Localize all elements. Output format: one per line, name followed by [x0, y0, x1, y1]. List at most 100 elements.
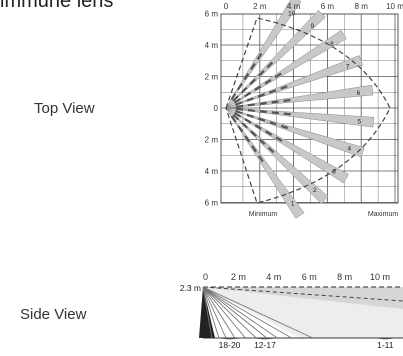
zone-leader: [374, 337, 386, 340]
side-beam: [202, 286, 313, 339]
top-y-tick: 6 m: [205, 199, 219, 208]
side-x-tick: 2 m: [231, 272, 246, 282]
top-y-tick: 2 m: [205, 73, 219, 82]
beam-number: 7: [346, 64, 350, 71]
side-beam: [202, 286, 246, 339]
beam-segment: [233, 98, 241, 104]
coverage-beam: [225, 107, 375, 128]
zone-leader: [252, 337, 265, 340]
top-y-tick: 6 m: [205, 10, 219, 19]
coverage-beam: [225, 84, 374, 109]
beam-segment: [257, 93, 266, 98]
beam-segment: [267, 146, 275, 154]
beam-segment: [265, 130, 273, 136]
beam-segment: [230, 93, 237, 101]
beam-segment: [256, 52, 263, 60]
beam-segment: [241, 122, 248, 129]
beam-segment: [237, 125, 244, 133]
beam-segment: [254, 85, 262, 91]
beam-segment: [275, 136, 283, 142]
beam-number: 4: [347, 145, 351, 152]
beam-number: 9: [310, 23, 314, 30]
beam-segment: [247, 109, 255, 112]
beam-segment: [258, 70, 265, 77]
beam-segment: [259, 110, 267, 114]
top-y-tick: 4 m: [205, 41, 219, 50]
side-beam: [202, 286, 278, 339]
top-beam-line: [202, 286, 403, 302]
beam-segment: [237, 83, 243, 91]
top-x-tick: 2 m: [253, 2, 267, 11]
beam-segment: [254, 124, 262, 130]
side-beam: [202, 286, 257, 339]
beam-number: 2: [313, 187, 317, 194]
zone-leader: [264, 337, 278, 340]
beam-number: 3: [332, 169, 336, 176]
side-view-diagram: 18-20 12-17 1-11 2.3 m0 2 m 4 m 6 m 8 m 10 m: [180, 272, 403, 350]
beam-segment: [280, 124, 289, 130]
side-x-tick: 4 m: [266, 272, 281, 282]
beam-segment: [232, 95, 239, 102]
top-y-tick: 4 m: [205, 167, 219, 176]
side-beam: [202, 286, 227, 339]
zone-label: 18-20: [219, 340, 241, 350]
beam-segment: [249, 78, 257, 85]
beam-segment: [264, 78, 272, 85]
beam-segment: [251, 145, 257, 153]
beam-segment: [268, 89, 277, 94]
side-x-tick: 8 m: [337, 272, 352, 282]
beam-segment: [247, 103, 255, 107]
top-view-label: Top View: [34, 100, 95, 117]
zone-leader: [385, 337, 396, 340]
beam-segment: [235, 110, 243, 115]
top-x-tick: 0: [224, 2, 229, 11]
beam-segment: [283, 112, 291, 116]
beam-segment: [240, 86, 248, 94]
zone-label: 12-17: [254, 340, 276, 350]
beam-segment: [250, 62, 256, 71]
side-beam: [202, 286, 220, 339]
header-title: immune lens: [0, 0, 114, 12]
beam-segment: [230, 115, 237, 123]
beam-segment: [250, 130, 257, 137]
beam-number: 8: [330, 41, 334, 48]
beam-segment: [269, 121, 277, 126]
minimum-label: Minimum: [249, 211, 278, 218]
side-view-labels: 18-20 12-17 1-11 2.3 m0 2 m 4 m 6 m 8 m 10 m: [180, 272, 396, 350]
beam-segment: [243, 73, 250, 81]
upper-zone: [203, 287, 403, 309]
top-y-tick: 0: [214, 104, 219, 113]
side-x-tick: 0: [203, 272, 208, 282]
beam-segment: [258, 138, 266, 145]
beam-segment: [274, 72, 282, 79]
coverage-beam: [225, 0, 302, 109]
beam-segment: [235, 101, 243, 106]
beam-segment: [283, 98, 291, 103]
beam-segment: [257, 155, 264, 163]
beam-number: 10: [288, 10, 296, 17]
beam-segment: [271, 111, 279, 115]
beam-segment: [246, 113, 254, 119]
maximum-label: Maximum: [368, 211, 399, 218]
top-view-beams: [225, 0, 375, 219]
beam-segment: [244, 91, 252, 98]
beam-segment: [259, 101, 267, 105]
coverage-outline: [225, 17, 391, 204]
beam-number: 5: [357, 119, 361, 126]
beam-segment: [246, 97, 254, 102]
top-x-tick: 6 m: [321, 2, 335, 11]
top-y-tick: 2 m: [205, 136, 219, 145]
side-x-tick: 10 m: [370, 272, 390, 282]
zone-leader: [217, 337, 230, 340]
beam-segment: [280, 85, 288, 90]
beam-number: 1: [291, 200, 295, 207]
zone-leader: [229, 337, 242, 340]
side-view-label: Side View: [20, 306, 87, 323]
beam-segment: [244, 135, 251, 143]
side-beam: [202, 286, 292, 339]
side-beam: [202, 286, 213, 339]
beam-segment: [235, 104, 244, 108]
beam-segment: [234, 112, 242, 118]
